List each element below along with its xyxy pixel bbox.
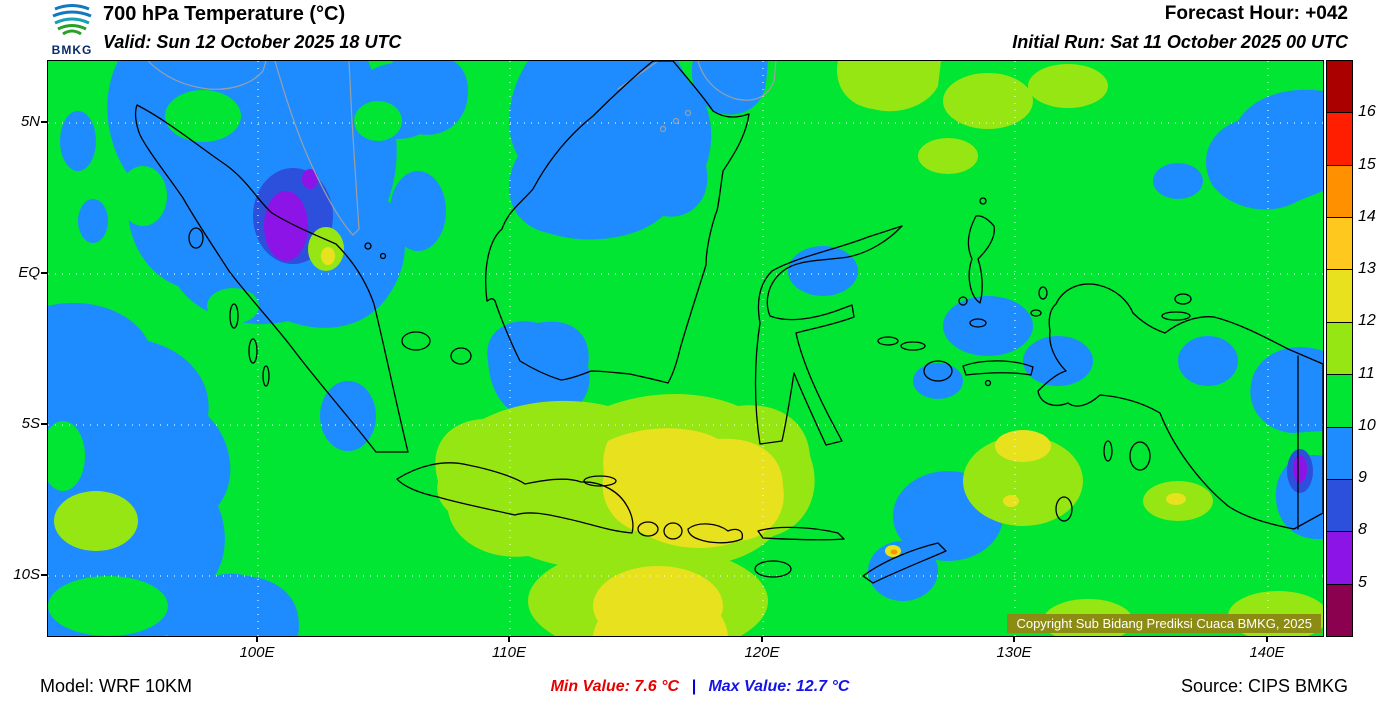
temperature-field bbox=[48, 61, 1323, 636]
minmax-separator: | bbox=[691, 678, 696, 695]
legend-tick-label: 16 bbox=[1358, 103, 1376, 120]
temperature-map: Copyright Sub Bidang Prediksi Cuaca BMKG… bbox=[47, 60, 1324, 637]
lon-tick bbox=[761, 636, 763, 642]
lat-label-5s: 5S bbox=[21, 415, 40, 432]
color-scale-legend bbox=[1326, 60, 1353, 637]
warm-yellow-regions bbox=[321, 247, 1186, 636]
legend-segment bbox=[1327, 269, 1352, 322]
min-value-label: Min Value: 7.6 °C bbox=[550, 678, 680, 695]
lat-tick bbox=[41, 121, 47, 123]
lon-label-110e: 110E bbox=[492, 644, 526, 661]
legend-tick-label: 9 bbox=[1358, 469, 1367, 486]
legend-tick-label: 13 bbox=[1358, 260, 1376, 277]
lat-label-eq: EQ bbox=[18, 264, 40, 281]
minmax-values: Min Value: 7.6 °C | Max Value: 12.7 °C bbox=[0, 678, 1400, 696]
bmkg-logo: BMKG bbox=[44, 1, 100, 57]
valid-time-label: Valid: Sun 12 October 2025 18 UTC bbox=[103, 32, 402, 52]
foreign-coastlines bbox=[147, 61, 777, 236]
bmkg-logo-label: BMKG bbox=[51, 43, 93, 57]
lon-tick bbox=[1266, 636, 1268, 642]
legend-tick-label: 12 bbox=[1358, 312, 1376, 329]
page-title: 700 hPa Temperature (°C) bbox=[103, 3, 346, 25]
legend-tick-label: 14 bbox=[1358, 208, 1376, 225]
legend-tick-label: 10 bbox=[1358, 417, 1376, 434]
legend-tick-label: 8 bbox=[1358, 521, 1367, 538]
forecast-hour-label: Forecast Hour: +042 bbox=[1164, 3, 1348, 24]
lat-label-10s: 10S bbox=[13, 566, 40, 583]
max-value-label: Max Value: 12.7 °C bbox=[708, 678, 850, 695]
source-label: Source: CIPS BMKG bbox=[1180, 676, 1348, 696]
legend-tick-label: 11 bbox=[1358, 365, 1375, 382]
lon-tick bbox=[508, 636, 510, 642]
legend-segment bbox=[1327, 374, 1352, 427]
legend-segment bbox=[1327, 531, 1352, 584]
coastlines bbox=[134, 61, 1323, 584]
lon-tick bbox=[1013, 636, 1015, 642]
copyright-banner: Copyright Sub Bidang Prediksi Cuaca BMKG… bbox=[1007, 614, 1321, 633]
legend-segment bbox=[1327, 112, 1352, 165]
lat-label-5n: 5N bbox=[20, 113, 40, 130]
legend-segment bbox=[1327, 217, 1352, 270]
legend-tick-label: 5 bbox=[1358, 574, 1367, 591]
bmkg-globe-icon bbox=[52, 4, 92, 36]
lon-label-140e: 140E bbox=[1249, 644, 1285, 661]
lon-tick bbox=[256, 636, 258, 642]
lon-label-100e: 100E bbox=[239, 644, 275, 661]
graticule-gridlines bbox=[48, 61, 1323, 636]
lon-label-120e: 120E bbox=[744, 644, 780, 661]
model-label: Model: WRF 10KM bbox=[40, 676, 193, 696]
lat-tick bbox=[41, 423, 47, 425]
legend-segment bbox=[1327, 61, 1352, 113]
legend-segment bbox=[1327, 164, 1352, 218]
legend-segment bbox=[1327, 478, 1352, 532]
legend-segment bbox=[1327, 321, 1352, 375]
lat-tick bbox=[41, 272, 47, 274]
lat-tick bbox=[41, 574, 47, 576]
green-patches bbox=[48, 90, 402, 636]
initial-run-label: Initial Run: Sat 11 October 2025 00 UTC bbox=[1012, 32, 1348, 52]
legend-segment bbox=[1327, 426, 1352, 479]
lon-label-130e: 130E bbox=[996, 644, 1032, 661]
legend-tick-label: 15 bbox=[1358, 156, 1376, 173]
legend-segment bbox=[1327, 583, 1352, 636]
